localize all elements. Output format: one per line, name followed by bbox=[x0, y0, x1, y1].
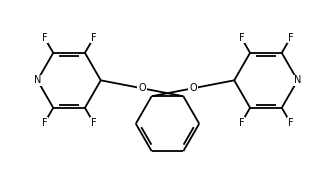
Text: F: F bbox=[239, 33, 244, 43]
Text: F: F bbox=[42, 33, 47, 43]
Text: N: N bbox=[34, 75, 41, 85]
Text: F: F bbox=[288, 33, 293, 43]
Text: N: N bbox=[294, 75, 301, 85]
Text: O: O bbox=[138, 83, 146, 93]
Text: F: F bbox=[239, 118, 244, 128]
Text: F: F bbox=[42, 118, 47, 128]
Text: F: F bbox=[91, 118, 96, 128]
Text: F: F bbox=[91, 33, 96, 43]
Text: F: F bbox=[288, 118, 293, 128]
Text: O: O bbox=[189, 83, 197, 93]
